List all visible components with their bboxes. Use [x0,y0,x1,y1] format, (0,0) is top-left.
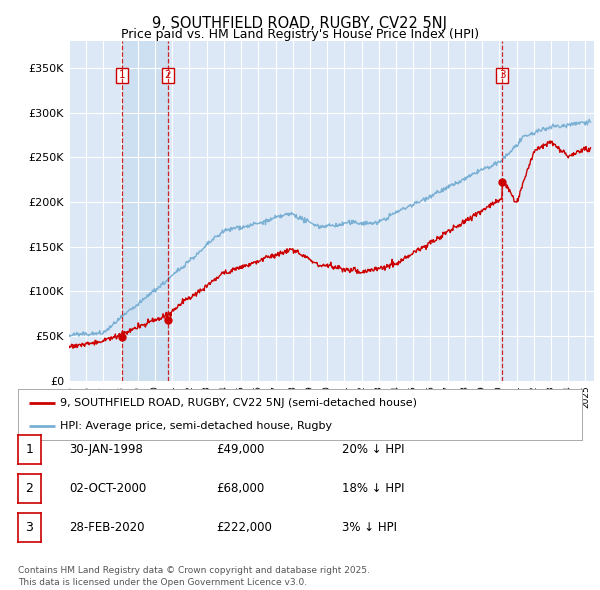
Text: 30-JAN-1998: 30-JAN-1998 [69,443,143,456]
Text: HPI: Average price, semi-detached house, Rugby: HPI: Average price, semi-detached house,… [60,421,332,431]
Text: 1: 1 [119,70,125,80]
Text: 3: 3 [25,521,34,534]
Bar [122,41,168,381]
Text: £222,000: £222,000 [216,521,272,534]
Text: £49,000: £49,000 [216,443,265,456]
Text: 28-FEB-2020: 28-FEB-2020 [69,521,145,534]
Text: Price paid vs. HM Land Registry's House Price Index (HPI): Price paid vs. HM Land Registry's House … [121,28,479,41]
Text: 1: 1 [25,443,34,456]
Text: £68,000: £68,000 [216,482,264,495]
Text: 9, SOUTHFIELD ROAD, RUGBY, CV22 5NJ: 9, SOUTHFIELD ROAD, RUGBY, CV22 5NJ [152,16,448,31]
Text: 02-OCT-2000: 02-OCT-2000 [69,482,146,495]
Text: 20% ↓ HPI: 20% ↓ HPI [342,443,404,456]
Text: 2: 2 [25,482,34,495]
Text: 18% ↓ HPI: 18% ↓ HPI [342,482,404,495]
Text: 2: 2 [164,70,171,80]
Text: Contains HM Land Registry data © Crown copyright and database right 2025.
This d: Contains HM Land Registry data © Crown c… [18,566,370,587]
Text: 9, SOUTHFIELD ROAD, RUGBY, CV22 5NJ (semi-detached house): 9, SOUTHFIELD ROAD, RUGBY, CV22 5NJ (sem… [60,398,418,408]
Text: 3: 3 [499,70,505,80]
Text: 3% ↓ HPI: 3% ↓ HPI [342,521,397,534]
